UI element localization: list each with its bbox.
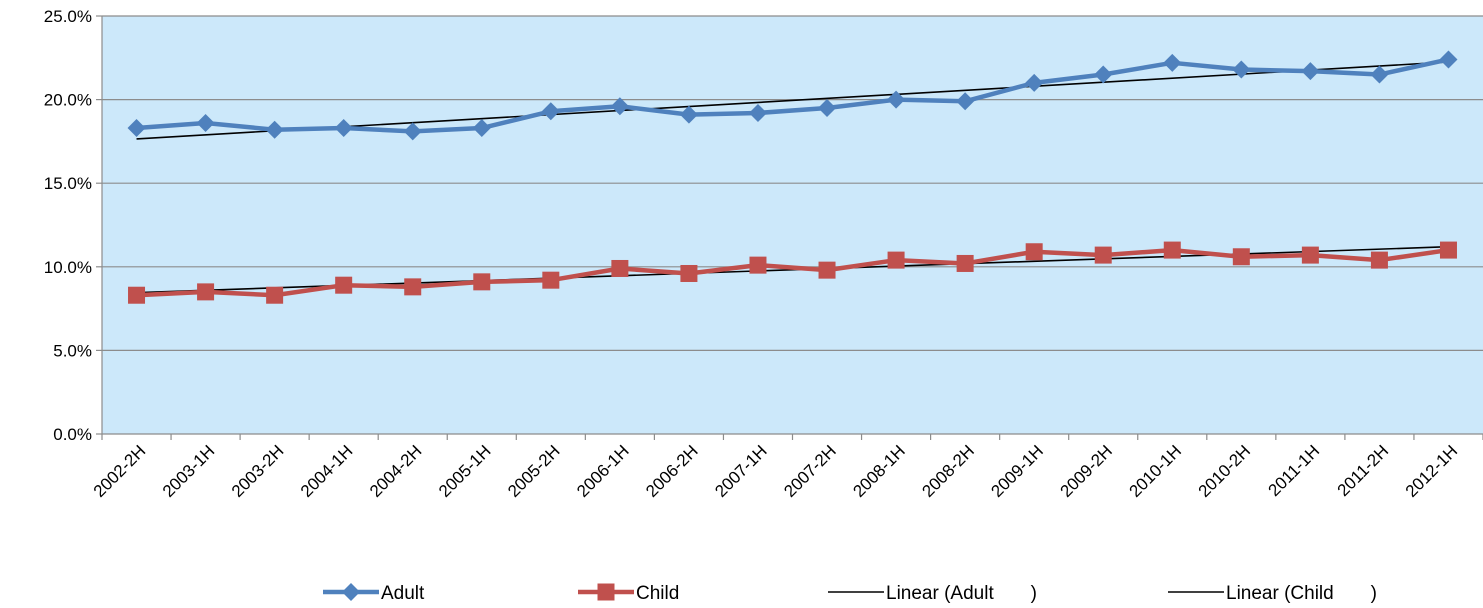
data-point-square bbox=[611, 259, 629, 277]
legend-label: Linear (Child ) bbox=[1226, 583, 1377, 604]
x-tick-label: 2009-1H bbox=[987, 441, 1047, 501]
x-tick-label: 2012-1H bbox=[1402, 441, 1462, 501]
legend: Adult Child Linear (Adult ) Linear (Child ) bbox=[323, 583, 1377, 604]
x-tick-label: 2008-1H bbox=[849, 441, 909, 501]
series-child bbox=[128, 241, 1457, 304]
data-point-square bbox=[818, 261, 836, 279]
y-axis-ticks: 0.0% 5.0% 10.0% 15.0% 20.0% 25.0% bbox=[44, 7, 102, 444]
data-point-diamond bbox=[472, 119, 491, 138]
data-point-diamond bbox=[1232, 60, 1251, 79]
data-point-diamond bbox=[265, 120, 284, 139]
x-tick-label: 2002-2H bbox=[90, 441, 150, 501]
data-point-square bbox=[1163, 241, 1181, 259]
data-point-diamond bbox=[818, 98, 837, 117]
y-tick-label: 20.0% bbox=[44, 91, 92, 110]
data-point-diamond bbox=[956, 92, 975, 111]
x-tick-label: 2008-2H bbox=[918, 441, 978, 501]
data-point-diamond bbox=[127, 119, 146, 138]
data-point-square bbox=[1232, 248, 1250, 266]
x-tick-label: 2010-1H bbox=[1126, 441, 1186, 501]
data-point-square bbox=[128, 286, 146, 304]
data-point-diamond bbox=[1025, 73, 1044, 92]
x-tick-label: 2011-2H bbox=[1334, 441, 1393, 500]
trendline bbox=[136, 61, 1449, 140]
data-point-square bbox=[542, 271, 560, 289]
data-point-diamond bbox=[541, 102, 560, 121]
series-line bbox=[136, 57, 1449, 134]
x-tick-label: 2010-2H bbox=[1195, 441, 1255, 501]
data-point-diamond bbox=[610, 97, 629, 116]
data-point-square bbox=[956, 254, 974, 272]
data-point-square bbox=[1094, 246, 1112, 264]
x-tick-label: 2003-2H bbox=[228, 441, 288, 501]
x-tick-label: 2006-1H bbox=[573, 441, 633, 501]
data-point-square bbox=[404, 278, 422, 296]
legend-label: Adult bbox=[381, 583, 425, 604]
y-tick-label: 25.0% bbox=[44, 7, 92, 26]
x-tick-label: 2005-1H bbox=[435, 441, 495, 501]
x-tick-label: 2007-2H bbox=[780, 441, 840, 501]
data-point-square bbox=[266, 286, 284, 304]
x-axis-ticks: 2002-2H 2003-1H 2003-2H 2004-1H 2004-2H 2005-… bbox=[90, 434, 1483, 501]
y-tick-label: 5.0% bbox=[53, 341, 92, 360]
legend-label: Child bbox=[636, 583, 679, 604]
data-point-square bbox=[597, 583, 615, 601]
data-point-diamond bbox=[1094, 65, 1113, 84]
legend-item: Adult bbox=[323, 583, 425, 604]
data-point-square bbox=[1025, 243, 1043, 261]
data-point-diamond bbox=[403, 122, 422, 141]
y-tick-label: 0.0% bbox=[53, 425, 92, 444]
y-tick-label: 10.0% bbox=[44, 258, 92, 277]
x-tick-label: 2004-2H bbox=[366, 441, 426, 501]
legend-item: Child bbox=[578, 583, 679, 604]
data-point-square bbox=[680, 264, 698, 282]
x-tick-label: 2004-1H bbox=[297, 441, 357, 501]
x-tick-label: 2006-2H bbox=[642, 441, 702, 501]
data-point-diamond bbox=[196, 114, 215, 133]
series-line bbox=[136, 247, 1449, 298]
legend-item: Linear (Child ) bbox=[1168, 583, 1377, 604]
data-point-diamond bbox=[748, 103, 767, 122]
data-point-square bbox=[473, 273, 491, 291]
data-point-diamond bbox=[1163, 53, 1182, 72]
data-point-diamond bbox=[1301, 62, 1320, 81]
plot-area bbox=[102, 16, 1483, 434]
data-point-diamond bbox=[679, 105, 698, 124]
x-tick-label: 2007-1H bbox=[711, 441, 771, 501]
x-tick-label: 2011-1H bbox=[1265, 441, 1324, 500]
data-point-diamond bbox=[1439, 50, 1458, 69]
data-point-square bbox=[887, 251, 905, 269]
data-point-diamond bbox=[334, 119, 353, 138]
gridlines bbox=[102, 15, 1483, 351]
data-point-diamond bbox=[887, 90, 906, 109]
y-tick-label: 15.0% bbox=[44, 174, 92, 193]
series-group bbox=[127, 50, 1458, 304]
data-point-square bbox=[1439, 241, 1457, 259]
data-point-square bbox=[749, 256, 767, 274]
x-tick-label: 2009-2H bbox=[1057, 441, 1117, 501]
data-point-square bbox=[1301, 246, 1319, 264]
data-point-square bbox=[335, 276, 353, 294]
x-tick-label: 2003-1H bbox=[159, 441, 219, 501]
data-point-diamond bbox=[1370, 65, 1389, 84]
x-tick-label: 2005-2H bbox=[504, 441, 564, 501]
data-point-square bbox=[1370, 251, 1388, 269]
legend-label: Linear (Adult ) bbox=[886, 583, 1037, 604]
legend-item: Linear (Adult ) bbox=[828, 583, 1037, 604]
series-adult bbox=[127, 50, 1458, 141]
data-point-diamond bbox=[342, 583, 360, 601]
data-point-square bbox=[197, 283, 215, 301]
